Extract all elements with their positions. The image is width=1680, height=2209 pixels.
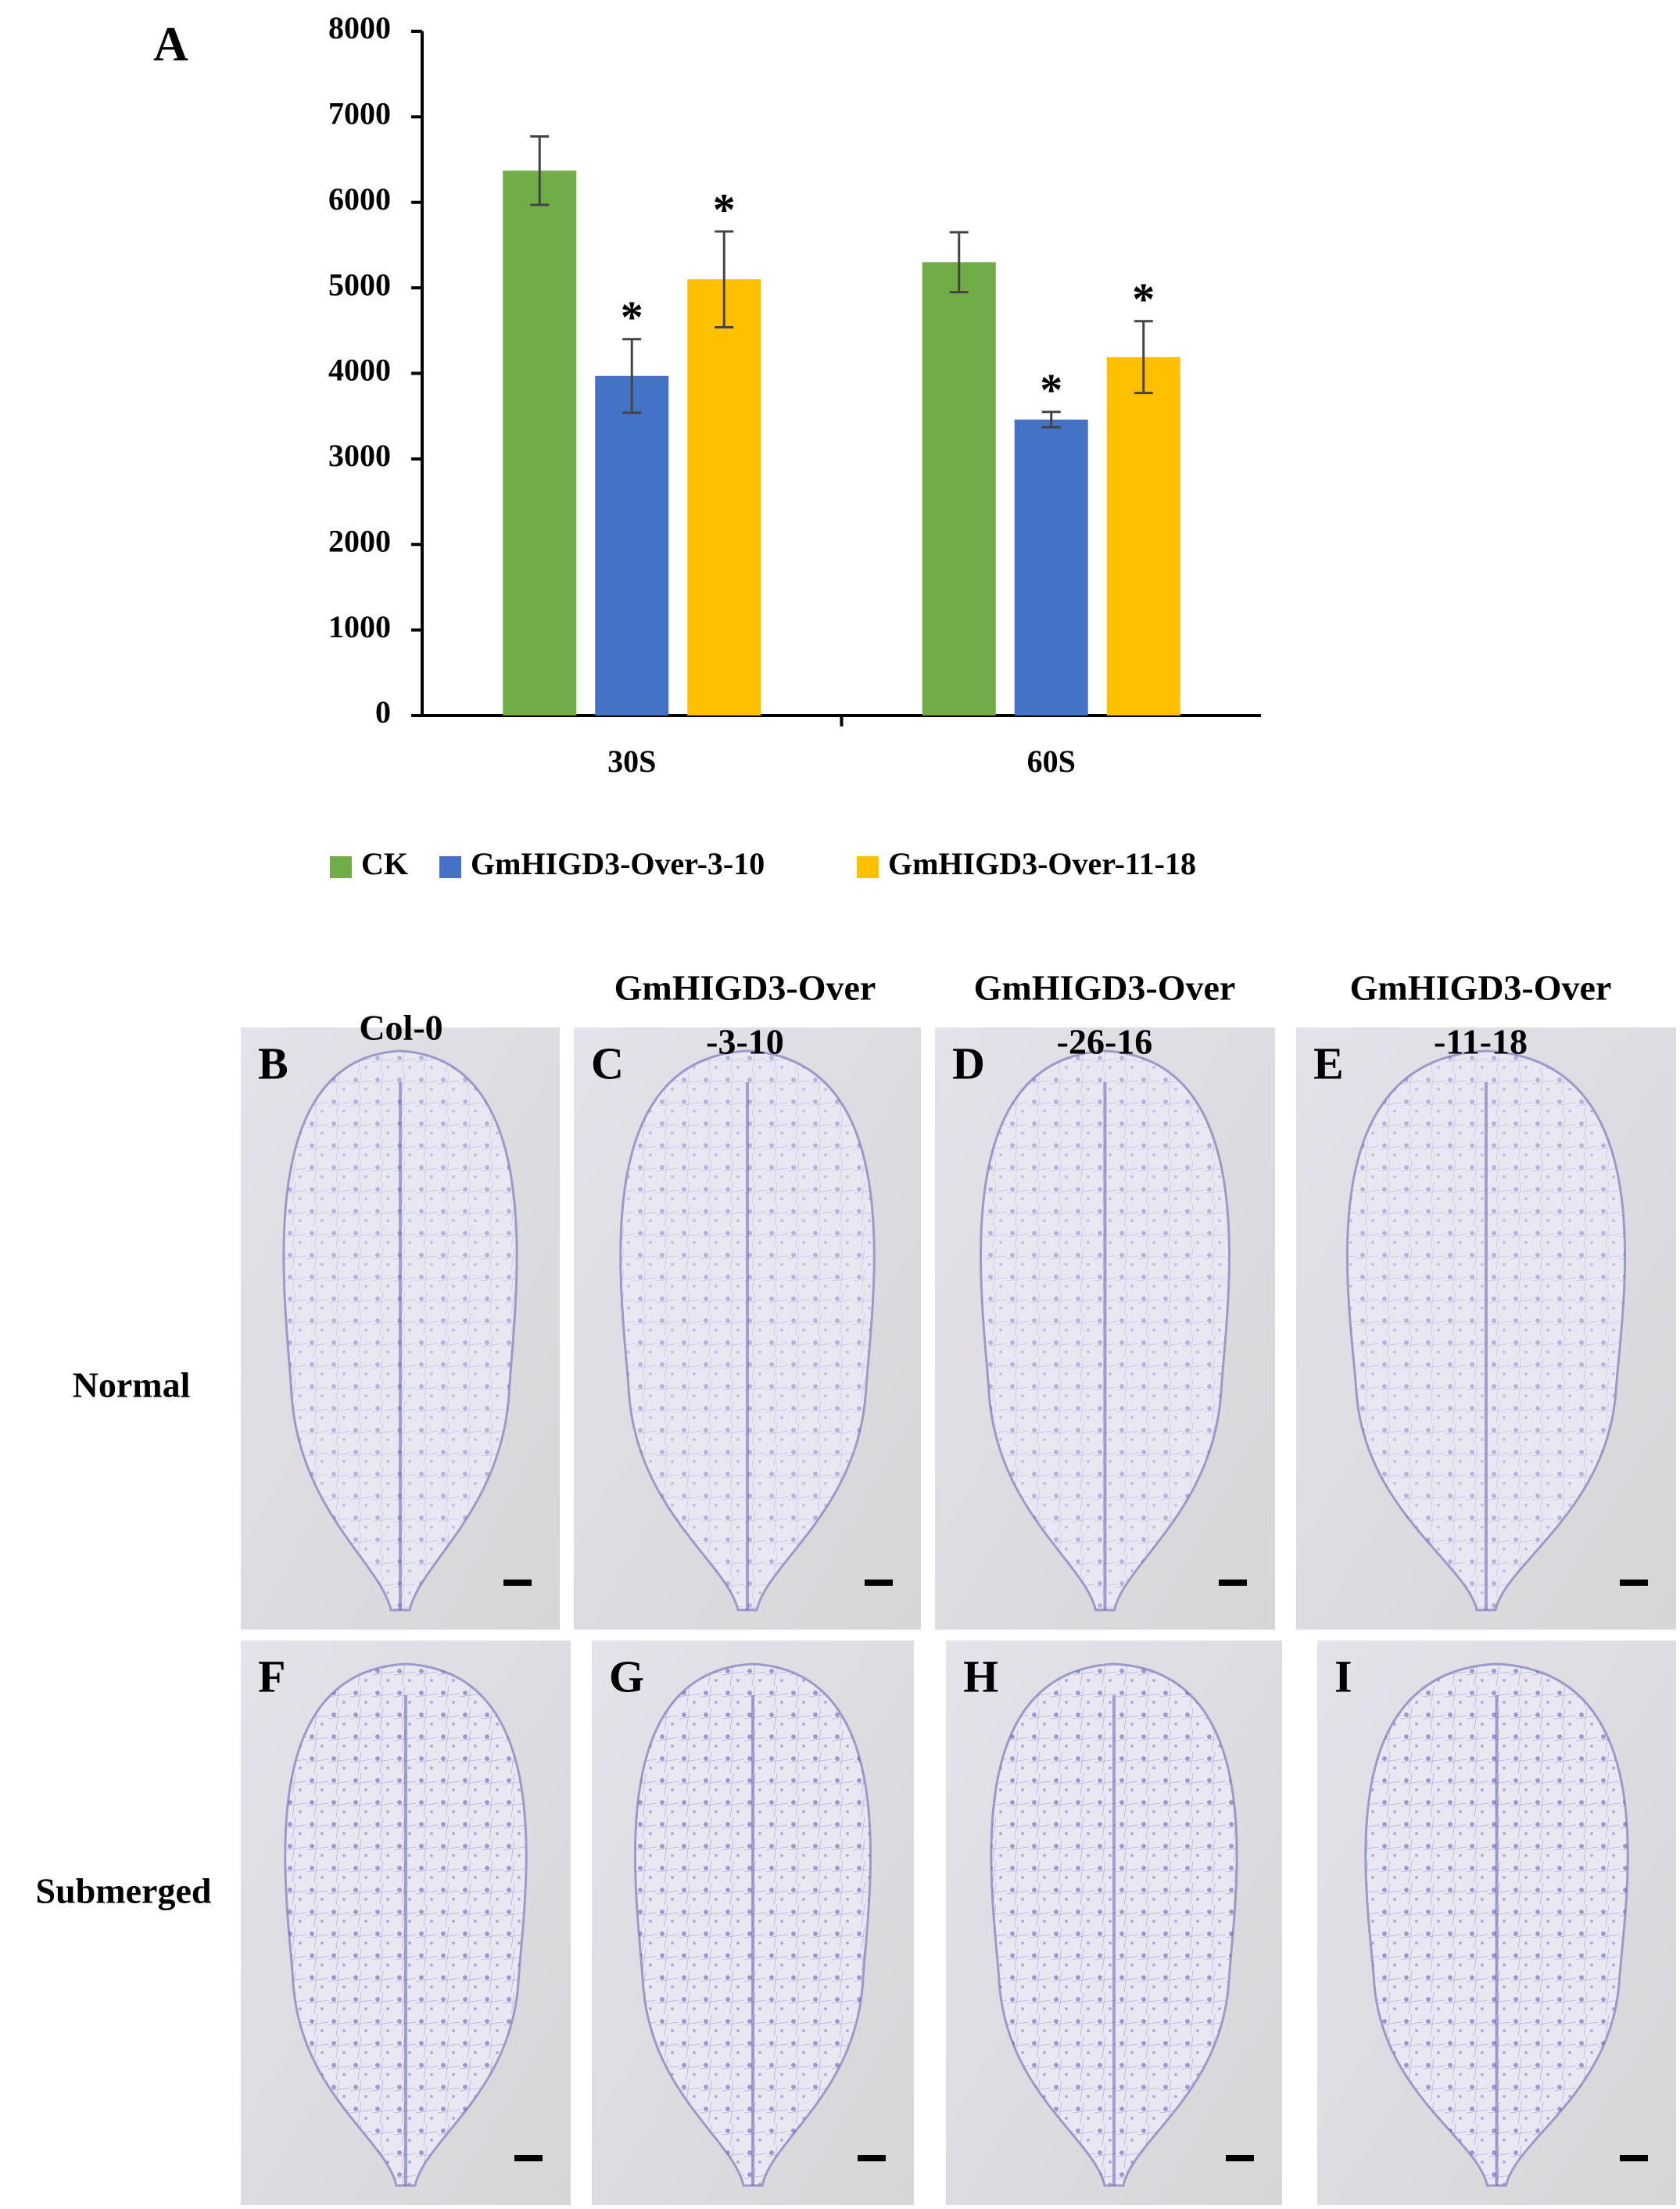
bar: [1106, 357, 1180, 715]
bar: [922, 262, 996, 715]
column-header: GmHIGD3-Over: [1350, 968, 1612, 1008]
panel-label: I: [1334, 1651, 1352, 1702]
column-header: GmHIGD3-Over: [974, 968, 1236, 1008]
column-header: GmHIGD3-Over: [614, 968, 876, 1008]
row-label: Normal: [73, 1365, 191, 1405]
column-header: -3-10: [706, 1022, 784, 1062]
bar: [687, 279, 761, 715]
column-header: -11-18: [1434, 1022, 1528, 1062]
panel-label: A: [153, 18, 188, 71]
bar: [1014, 419, 1088, 715]
y-tick-label: 5000: [328, 267, 391, 302]
significance-mark: *: [1040, 364, 1062, 415]
y-tick-label: 8000: [328, 10, 391, 45]
legend-label: GmHIGD3-Over-11-18: [888, 846, 1196, 881]
error-bar: [530, 135, 550, 206]
panel-label: H: [963, 1651, 998, 1702]
panel-label: G: [609, 1651, 644, 1702]
bar: [503, 170, 577, 715]
legend-swatch: [857, 856, 879, 878]
error-bar: [622, 338, 642, 414]
error-bar: [715, 230, 734, 328]
panel-label: F: [258, 1651, 285, 1702]
legend-swatch: [439, 856, 461, 878]
legend-swatch: [330, 856, 352, 878]
column-header: Col-0: [359, 1008, 442, 1048]
x-tick-label: 60S: [1027, 744, 1076, 779]
panel-label: D: [952, 1038, 985, 1088]
error-bar: [1041, 411, 1061, 429]
column-header: -26-16: [1057, 1022, 1153, 1062]
y-tick-label: 4000: [328, 353, 391, 388]
significance-mark: *: [1132, 274, 1155, 325]
y-tick-label: 0: [375, 694, 391, 730]
y-tick-label: 7000: [328, 96, 391, 131]
legend-label: GmHIGD3-Over-3-10: [471, 846, 765, 881]
bar: [595, 375, 669, 715]
significance-mark: *: [713, 184, 736, 235]
panel-label: E: [1313, 1038, 1344, 1088]
y-tick-label: 2000: [328, 523, 391, 558]
legend-label: CK: [361, 846, 408, 881]
error-bar: [949, 231, 969, 294]
y-tick-label: 1000: [328, 609, 391, 644]
panel-label: B: [258, 1038, 288, 1088]
y-tick-label: 3000: [328, 438, 391, 473]
x-tick-label: 30S: [607, 744, 656, 779]
error-bar: [1134, 320, 1153, 395]
y-tick-label: 6000: [328, 181, 391, 217]
row-label: Submerged: [36, 1871, 212, 1911]
significance-mark: *: [621, 292, 643, 342]
panel-label: C: [591, 1038, 624, 1088]
